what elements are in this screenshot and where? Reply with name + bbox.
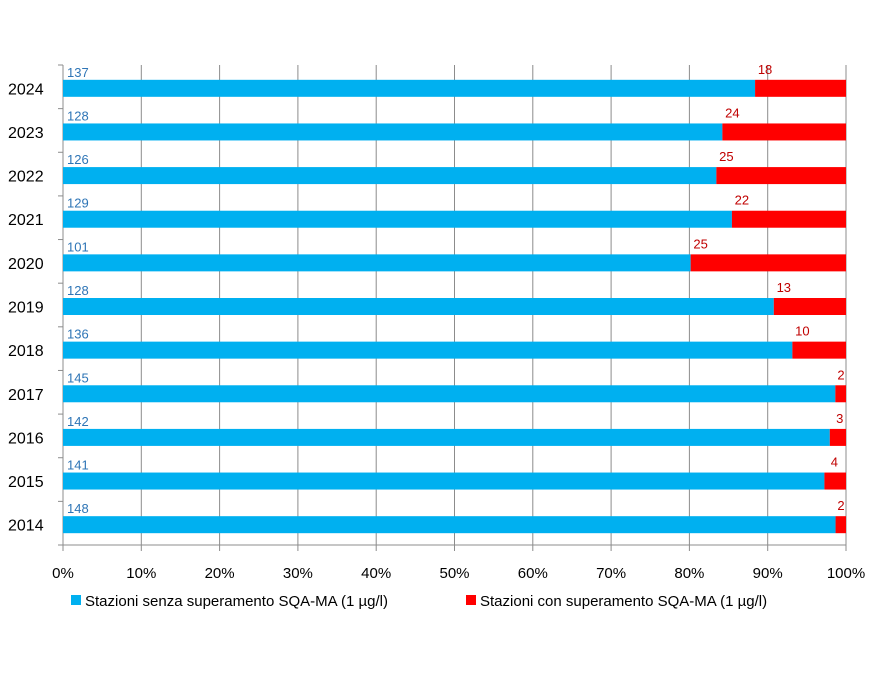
y-category-label: 2017	[8, 387, 44, 404]
bar-segment-without-exceedance	[63, 516, 836, 534]
y-category-label: 2024	[8, 81, 44, 98]
bar-segment-with-exceedance	[773, 298, 846, 315]
x-tick-label: 50%	[439, 565, 469, 582]
data-label-with-exceedance: 2	[837, 367, 844, 382]
bar-segment-without-exceedance	[63, 210, 732, 228]
legend-swatch-with-exceedance	[466, 595, 476, 605]
data-label-without-exceedance: 148	[67, 501, 89, 516]
bar-segment-without-exceedance	[63, 472, 825, 490]
bar-segment-with-exceedance	[755, 79, 846, 97]
data-label-with-exceedance: 13	[777, 280, 791, 295]
y-category-label: 2021	[8, 212, 44, 229]
y-category-label: 2016	[8, 430, 44, 447]
data-label-with-exceedance: 25	[693, 236, 707, 251]
legend-label-without-exceedance: Stazioni senza superamento SQA-MA (1 µg/…	[85, 593, 388, 610]
data-label-without-exceedance: 128	[67, 108, 89, 123]
data-label-with-exceedance: 10	[795, 324, 809, 339]
data-label-with-exceedance: 3	[836, 411, 843, 426]
data-label-with-exceedance: 24	[725, 105, 739, 120]
bar-segment-without-exceedance	[63, 123, 723, 141]
bar-segment-without-exceedance	[63, 167, 717, 185]
y-category-label: 2014	[8, 518, 44, 535]
x-tick-label: 70%	[596, 565, 626, 582]
x-tick-label: 20%	[205, 565, 235, 582]
bar-segment-with-exceedance	[731, 210, 846, 228]
bar-segment-with-exceedance	[716, 167, 846, 185]
x-tick-label: 40%	[361, 565, 391, 582]
data-label-without-exceedance: 142	[67, 414, 89, 429]
bar-segment-with-exceedance	[792, 341, 846, 359]
bar-segment-with-exceedance	[835, 516, 846, 534]
y-category-label: 2018	[8, 343, 44, 360]
bar-segment-without-exceedance	[63, 254, 691, 272]
bar-segment-with-exceedance	[829, 428, 846, 446]
data-label-without-exceedance: 136	[67, 327, 89, 342]
data-label-without-exceedance: 101	[67, 239, 89, 254]
x-tick-label: 60%	[518, 565, 548, 582]
data-label-with-exceedance: 22	[735, 193, 749, 208]
x-tick-label: 80%	[674, 565, 704, 582]
y-category-label: 2019	[8, 300, 44, 317]
y-category-label: 2022	[8, 169, 44, 186]
legend-label-with-exceedance: Stazioni con superamento SQA-MA (1 µg/l)	[480, 593, 767, 610]
data-label-with-exceedance: 2	[837, 498, 844, 513]
data-label-with-exceedance: 4	[831, 455, 838, 470]
bar-segment-with-exceedance	[690, 254, 846, 272]
x-tick-label: 30%	[283, 565, 313, 582]
bar-segment-with-exceedance	[835, 385, 846, 403]
x-tick-label: 10%	[126, 565, 156, 582]
data-label-with-exceedance: 25	[719, 149, 733, 164]
data-label-without-exceedance: 141	[67, 458, 89, 473]
data-label-without-exceedance: 128	[67, 283, 89, 298]
data-label-without-exceedance: 137	[67, 65, 89, 80]
data-label-without-exceedance: 129	[67, 196, 89, 211]
data-label-with-exceedance: 18	[758, 62, 772, 77]
data-label-without-exceedance: 145	[67, 370, 89, 385]
bar-segment-without-exceedance	[63, 298, 774, 315]
bar-segment-without-exceedance	[63, 428, 830, 446]
y-category-label: 2015	[8, 474, 44, 491]
y-category-label: 2023	[8, 125, 44, 142]
bar-segment-without-exceedance	[63, 385, 836, 403]
bar-segment-with-exceedance	[722, 123, 846, 141]
bar-segment-without-exceedance	[63, 79, 756, 97]
bar-segment-with-exceedance	[824, 472, 846, 490]
legend-swatch-without-exceedance	[71, 595, 81, 605]
x-tick-label: 0%	[52, 565, 74, 582]
data-label-without-exceedance: 126	[67, 152, 89, 167]
y-category-label: 2020	[8, 256, 44, 273]
x-tick-label: 90%	[753, 565, 783, 582]
bar-segment-without-exceedance	[63, 341, 793, 359]
x-tick-label: 100%	[827, 565, 865, 582]
